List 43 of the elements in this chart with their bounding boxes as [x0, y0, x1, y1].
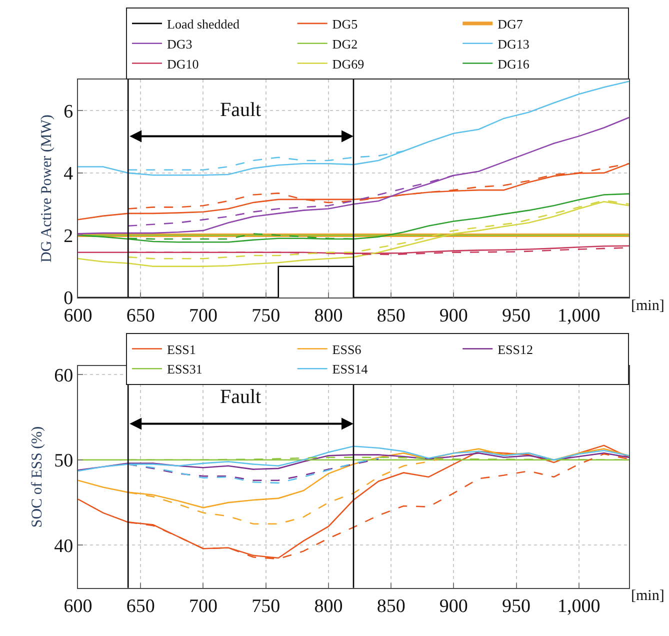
x-tick-label: 950: [502, 596, 531, 617]
x-tick-label: 850: [376, 305, 406, 326]
x-tick-label: 900: [439, 596, 468, 617]
y-tick-label: 6: [64, 101, 74, 122]
y-tick-label: 2: [64, 226, 74, 247]
legend-label: DG2: [332, 36, 358, 52]
legend-label: DG3: [167, 36, 192, 52]
x-tick-label: 700: [188, 596, 218, 617]
x-tick-label: 1,000: [558, 305, 600, 326]
legend-label: ESS12: [498, 342, 534, 357]
y-axis-title: SOC of ESS (%): [29, 426, 46, 528]
x-tick-label: 1,000: [558, 596, 600, 617]
legend-label: DG7: [498, 16, 524, 32]
legend-label: ESS31: [167, 362, 202, 377]
legend-label: Load shedded: [167, 16, 240, 32]
annotation: Fault: [220, 386, 262, 408]
y-tick-label: 60: [54, 365, 74, 386]
x-tick-label: 850: [376, 596, 406, 617]
legend-label: DG69: [332, 56, 364, 72]
x-tick-label: 800: [314, 305, 343, 326]
legend-label: ESS1: [167, 342, 196, 357]
y-tick-label: 4: [64, 164, 74, 185]
x-tick-label: 800: [314, 596, 343, 617]
legend-label: DG10: [167, 56, 199, 72]
legend-label: DG5: [332, 16, 358, 32]
x-tick-label: 700: [188, 305, 218, 326]
x-axis-title: [min]: [631, 588, 664, 604]
legend-label: DG13: [498, 36, 530, 52]
y-axis-title: DG Active Power (MW): [38, 114, 55, 262]
x-tick-label: 750: [252, 596, 280, 617]
x-tick-label: 950: [502, 305, 531, 326]
x-axis-title: [min]: [631, 298, 664, 314]
x-tick-label: 900: [439, 305, 468, 326]
y-tick-label: 50: [54, 450, 74, 472]
legend-label: DG16: [498, 56, 530, 72]
y-tick-label: 40: [54, 536, 74, 557]
x-tick-label: 650: [126, 305, 155, 326]
legend-label: ESS14: [332, 362, 368, 377]
x-tick-label: 650: [126, 596, 155, 617]
legend-label: ESS6: [332, 342, 362, 357]
annotation: Fault: [220, 99, 262, 121]
x-tick-label: 750: [252, 305, 280, 326]
x-tick-label: 600: [64, 596, 92, 617]
